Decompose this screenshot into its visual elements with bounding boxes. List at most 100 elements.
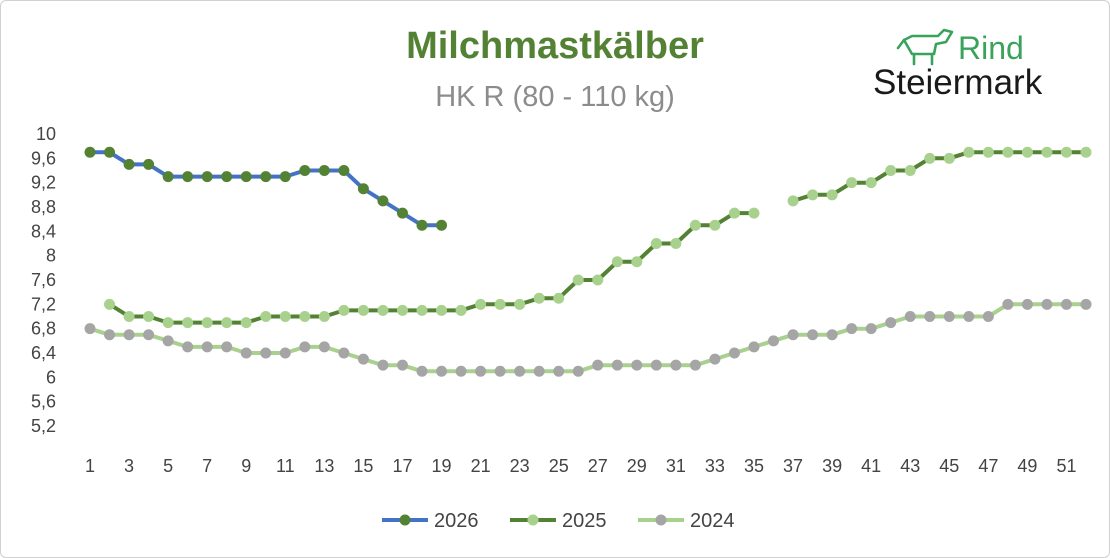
data-point-2026 xyxy=(436,219,448,231)
chart-title: Milchmastkälber xyxy=(406,25,704,67)
data-point-2026 xyxy=(182,171,194,183)
cow-icon xyxy=(896,28,954,66)
data-point-2026 xyxy=(279,171,291,183)
x-tick-label: 9 xyxy=(241,456,251,476)
y-tick-label: 6 xyxy=(46,367,56,387)
data-point-2025 xyxy=(396,304,408,316)
data-point-2024 xyxy=(84,323,96,335)
y-tick-label: 6,8 xyxy=(31,319,56,339)
data-point-2024 xyxy=(240,347,252,359)
logo-text-steiermark: Steiermark xyxy=(873,63,1043,102)
legend: 2026 2025 2024 xyxy=(382,510,735,532)
data-point-2025 xyxy=(1080,146,1092,158)
x-tick-label: 11 xyxy=(276,456,295,476)
data-point-2026 xyxy=(84,146,96,158)
data-point-2025 xyxy=(943,152,955,164)
x-tick-label: 27 xyxy=(588,456,608,476)
data-point-2025 xyxy=(475,298,487,310)
data-point-2025 xyxy=(670,238,682,249)
x-tick-label: 29 xyxy=(627,456,647,476)
data-point-2025 xyxy=(514,298,526,310)
data-point-2026 xyxy=(260,171,272,183)
data-point-2024 xyxy=(943,311,955,322)
data-point-2024 xyxy=(826,329,838,341)
data-point-2024 xyxy=(162,335,174,347)
data-point-2025 xyxy=(162,317,174,329)
data-point-2024 xyxy=(104,329,116,341)
y-tick-label: 9,6 xyxy=(31,148,56,168)
y-tick-label: 8,4 xyxy=(31,221,56,241)
data-point-2025 xyxy=(826,189,838,201)
data-point-2024 xyxy=(279,347,291,359)
x-tick-label: 49 xyxy=(1017,456,1037,476)
data-point-2024 xyxy=(924,311,936,322)
data-point-2025 xyxy=(611,256,623,268)
y-tick-label: 5,6 xyxy=(31,392,56,412)
data-point-2024 xyxy=(709,353,721,365)
data-point-2024 xyxy=(904,311,916,322)
data-point-2024 xyxy=(318,341,330,353)
data-point-2024 xyxy=(553,365,565,377)
data-point-2024 xyxy=(846,323,858,335)
data-point-2024 xyxy=(182,341,194,353)
data-point-2025 xyxy=(924,152,936,164)
data-point-2025 xyxy=(1041,146,1053,158)
x-axis: 1 3 5 7 9 11 13 15 17 19 21 23 25 27 29 31 33 35 37 39 41 43 4… xyxy=(85,456,1076,476)
data-point-2024 xyxy=(865,323,877,335)
data-point-2025 xyxy=(748,207,760,219)
legend-label: 2025 xyxy=(562,510,607,532)
series-layer xyxy=(84,146,1092,377)
series-line-2024 xyxy=(88,302,1088,374)
series-2024 xyxy=(84,298,1092,377)
data-point-2024 xyxy=(338,347,350,359)
data-point-2024 xyxy=(143,329,155,341)
data-point-2024 xyxy=(357,353,369,365)
data-point-2024 xyxy=(689,359,701,371)
data-point-2025 xyxy=(494,298,506,310)
data-point-2024 xyxy=(670,359,682,371)
data-point-2025 xyxy=(104,298,116,310)
data-point-2025 xyxy=(631,256,643,268)
y-tick-label: 7,2 xyxy=(31,294,56,314)
data-point-2024 xyxy=(982,311,994,322)
data-point-2024 xyxy=(1060,298,1072,310)
x-tick-label: 13 xyxy=(314,456,334,476)
data-point-2025 xyxy=(553,292,565,304)
data-point-2024 xyxy=(299,341,311,353)
data-point-2026 xyxy=(396,207,408,219)
x-tick-label: 37 xyxy=(783,456,803,476)
data-point-2025 xyxy=(650,238,662,249)
data-point-2025 xyxy=(279,311,291,322)
y-tick-label: 5,2 xyxy=(31,416,56,436)
data-point-2025 xyxy=(846,177,858,189)
x-tick-label: 45 xyxy=(939,456,959,476)
series-line-2025 xyxy=(791,150,1088,203)
x-tick-label: 25 xyxy=(549,456,569,476)
data-point-2025 xyxy=(260,311,272,322)
data-point-2025 xyxy=(572,274,584,286)
data-point-2025 xyxy=(963,146,975,158)
data-point-2026 xyxy=(221,171,233,183)
data-point-2024 xyxy=(748,341,760,353)
x-tick-label: 31 xyxy=(666,456,686,476)
x-tick-label: 35 xyxy=(744,456,764,476)
series-2025 xyxy=(104,146,1092,329)
data-point-2026 xyxy=(338,165,350,176)
data-point-2025 xyxy=(240,317,252,329)
data-point-2025 xyxy=(436,304,448,316)
y-axis: 10 9,6 9,2 8,8 8,4 8 7,6 7,2 6,8 6,4 6 5,6 5,2 xyxy=(31,124,56,436)
data-point-2026 xyxy=(299,165,311,176)
data-point-2025 xyxy=(533,292,545,304)
data-point-2024 xyxy=(963,311,975,322)
series-line-2025 xyxy=(107,211,756,325)
legend-item-2024: 2024 xyxy=(638,510,735,532)
data-point-2026 xyxy=(240,171,252,183)
data-point-2025 xyxy=(689,219,701,231)
data-point-2024 xyxy=(416,365,428,377)
data-point-2026 xyxy=(104,146,116,158)
x-tick-label: 43 xyxy=(900,456,920,476)
x-tick-label: 15 xyxy=(353,456,373,476)
x-tick-label: 5 xyxy=(163,456,173,476)
